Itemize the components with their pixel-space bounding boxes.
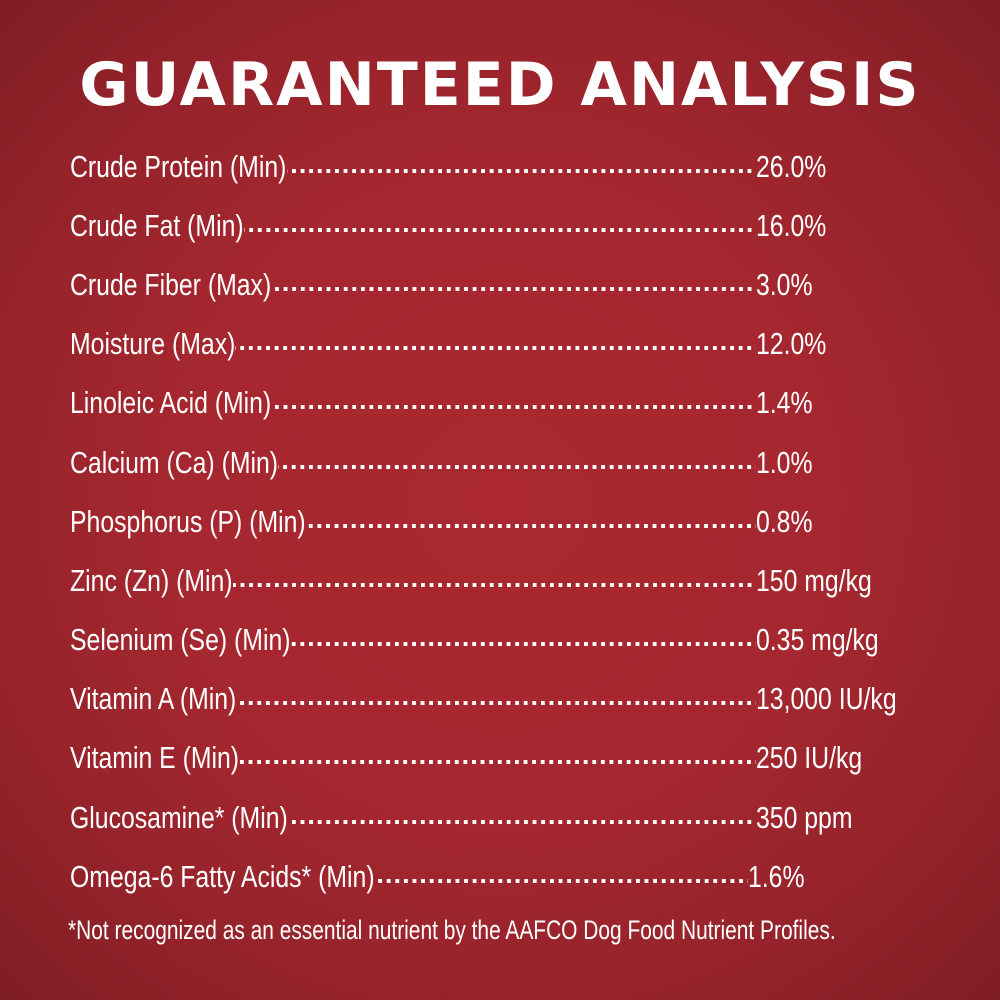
nutrient-value: 150 mg/kg <box>756 562 872 598</box>
nutrient-label: Crude Protein (Min) <box>70 148 287 184</box>
dot-leader <box>278 464 756 469</box>
nutrient-label: Vitamin A (Min) <box>70 681 237 717</box>
nutrient-label: Omega-6 Fatty Acids* (Min) <box>70 858 375 894</box>
dot-leader <box>243 227 756 232</box>
dot-leader <box>235 346 756 351</box>
analysis-row-crude-fiber: Crude Fiber (Max) 3.0% <box>70 255 970 314</box>
analysis-row-linoleic-acid: Linoleic Acid (Min) 1.4% <box>70 374 970 433</box>
nutrient-label: Phosphorus (P) (Min) <box>70 503 306 539</box>
nutrient-value: 250 IU/kg <box>756 740 863 776</box>
nutrient-value: 13,000 IU/kg <box>756 681 897 717</box>
nutrient-value: 1.6% <box>748 858 805 894</box>
dot-leader <box>287 819 756 824</box>
dot-leader <box>374 878 748 883</box>
analysis-row-crude-protein: Crude Protein (Min) 26.0% <box>70 137 970 196</box>
guaranteed-analysis-table: Crude Protein (Min) 26.0% Crude Fat (Min… <box>70 137 970 906</box>
nutrient-label: Crude Fat (Min) <box>70 207 244 243</box>
analysis-row-zinc: Zinc (Zn) (Min) 150 mg/kg <box>70 551 970 610</box>
analysis-row-vitamin-a: Vitamin A (Min) 13,000 IU/kg <box>70 670 970 729</box>
nutrient-label: Crude Fiber (Max) <box>70 266 272 302</box>
nutrient-value: 26.0% <box>756 148 827 184</box>
analysis-row-calcium: Calcium (Ca) (Min) 1.0% <box>70 433 970 492</box>
nutrient-value: 12.0% <box>756 326 827 362</box>
nutrient-label: Zinc (Zn) (Min) <box>70 562 233 598</box>
analysis-row-moisture: Moisture (Max) 12.0% <box>70 315 970 374</box>
nutrient-value: 1.0% <box>756 444 813 480</box>
nutrient-label: Vitamin E (Min) <box>70 740 240 776</box>
dot-leader <box>286 168 756 173</box>
nutrient-value: 0.35 mg/kg <box>756 622 879 658</box>
dot-leader <box>290 642 756 647</box>
nutrient-value: 3.0% <box>756 266 813 302</box>
dot-leader <box>232 582 756 587</box>
analysis-row-phosphorus: Phosphorus (P) (Min) 0.8% <box>70 492 970 551</box>
analysis-row-glucosamine: Glucosamine* (Min) 350 ppm <box>70 788 970 847</box>
nutrient-label: Glucosamine* (Min) <box>70 799 288 835</box>
nutrient-value: 1.4% <box>756 385 813 421</box>
footnote: *Not recognized as an essential nutrient… <box>68 915 836 945</box>
nutrient-label: Calcium (Ca) (Min) <box>70 444 279 480</box>
nutrient-label: Linoleic Acid (Min) <box>70 385 272 421</box>
page-title: GUARANTEED ANALYSIS <box>79 50 921 120</box>
nutrient-label: Selenium (Se) (Min) <box>70 622 291 658</box>
dot-leader <box>305 523 756 528</box>
analysis-row-selenium: Selenium (Se) (Min) 0.35 mg/kg <box>70 611 970 670</box>
nutrient-value: 16.0% <box>756 207 827 243</box>
analysis-row-crude-fat: Crude Fat (Min) 16.0% <box>70 196 970 255</box>
dot-leader <box>239 760 756 765</box>
nutrient-label: Moisture (Max) <box>70 326 236 362</box>
nutrient-value: 0.8% <box>756 503 813 539</box>
nutrient-value: 350 ppm <box>756 799 853 835</box>
analysis-row-vitamin-e: Vitamin E (Min) 250 IU/kg <box>70 729 970 788</box>
dot-leader <box>270 405 756 410</box>
dot-leader <box>270 286 756 291</box>
dot-leader <box>236 701 756 706</box>
analysis-row-omega-6: Omega-6 Fatty Acids* (Min) 1.6% <box>70 847 970 906</box>
